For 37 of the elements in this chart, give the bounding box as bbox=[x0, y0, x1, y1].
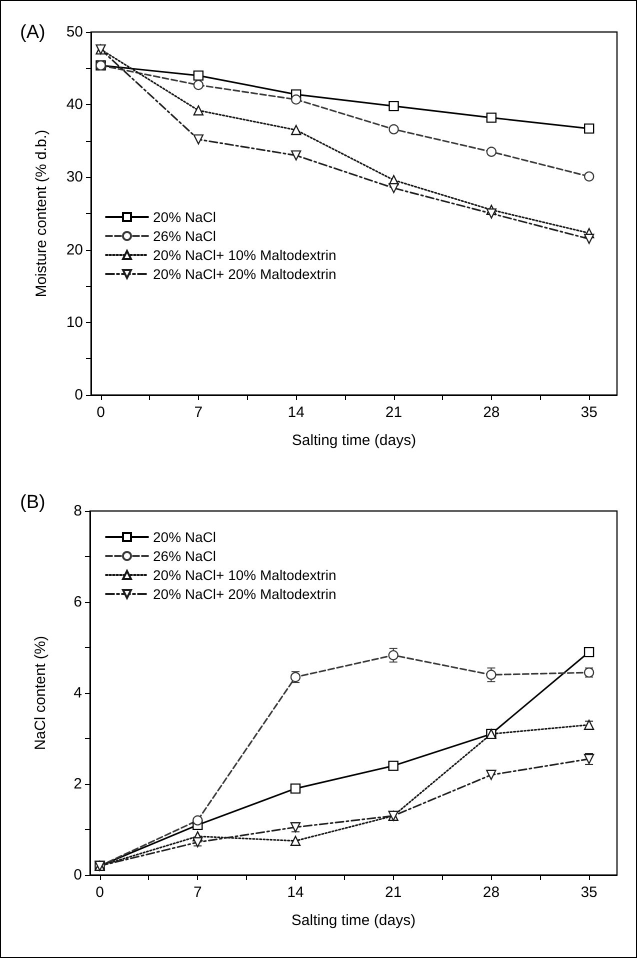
x-tick-label: 14 bbox=[288, 404, 304, 421]
chart-title: (B) bbox=[20, 492, 46, 513]
x-axis-title: Salting time (days) bbox=[292, 432, 416, 449]
y-tick-label: 6 bbox=[74, 594, 82, 610]
y-tick-label: 30 bbox=[66, 168, 83, 186]
x-tick-label: 35 bbox=[580, 404, 598, 421]
x-tick-label: 21 bbox=[385, 404, 402, 421]
legend-label: 20% NaCl+ 10% Maltodextrin bbox=[153, 247, 336, 263]
y-tick-label: 40 bbox=[66, 96, 83, 114]
x-tick-label: 21 bbox=[384, 884, 402, 901]
x-tick-label: 0 bbox=[96, 404, 105, 421]
y-tick-label: 8 bbox=[74, 502, 82, 520]
legend-label: 26% NaCl bbox=[153, 228, 216, 244]
x-tick-label: 35 bbox=[580, 884, 598, 901]
legend-label: 20% NaCl+ 20% Maltodextrin bbox=[153, 266, 336, 282]
legend-label: 20% NaCl bbox=[153, 209, 216, 225]
x-axis-title: Salting time (days) bbox=[291, 912, 416, 929]
y-tick-label: 4 bbox=[74, 684, 82, 702]
y-axis-title: NaCl content (%) bbox=[32, 636, 49, 750]
x-tick-label: 7 bbox=[193, 884, 202, 901]
x-tick-label: 14 bbox=[287, 884, 304, 901]
chart-title: (A) bbox=[20, 22, 46, 43]
legend-label: 20% NaCl bbox=[153, 529, 216, 545]
legend-label: 26% NaCl bbox=[153, 548, 216, 564]
x-tick-label: 7 bbox=[194, 404, 203, 421]
y-tick-label: 50 bbox=[66, 24, 83, 40]
y-tick-label: 0 bbox=[74, 866, 82, 884]
legend-label: 20% NaCl+ 20% Maltodextrin bbox=[153, 586, 336, 602]
y-tick-label: 0 bbox=[74, 386, 83, 404]
x-tick-label: 28 bbox=[483, 404, 500, 421]
x-tick-label: 0 bbox=[96, 884, 104, 901]
x-tick-label: 28 bbox=[482, 884, 500, 901]
legend-label: 20% NaCl+ 10% Maltodextrin bbox=[153, 567, 336, 583]
y-axis-title: Moisture content (% d.b.) bbox=[33, 130, 50, 298]
y-tick-label: 20 bbox=[66, 241, 83, 258]
y-tick-label: 10 bbox=[66, 314, 83, 331]
y-tick-label: 2 bbox=[74, 776, 82, 792]
